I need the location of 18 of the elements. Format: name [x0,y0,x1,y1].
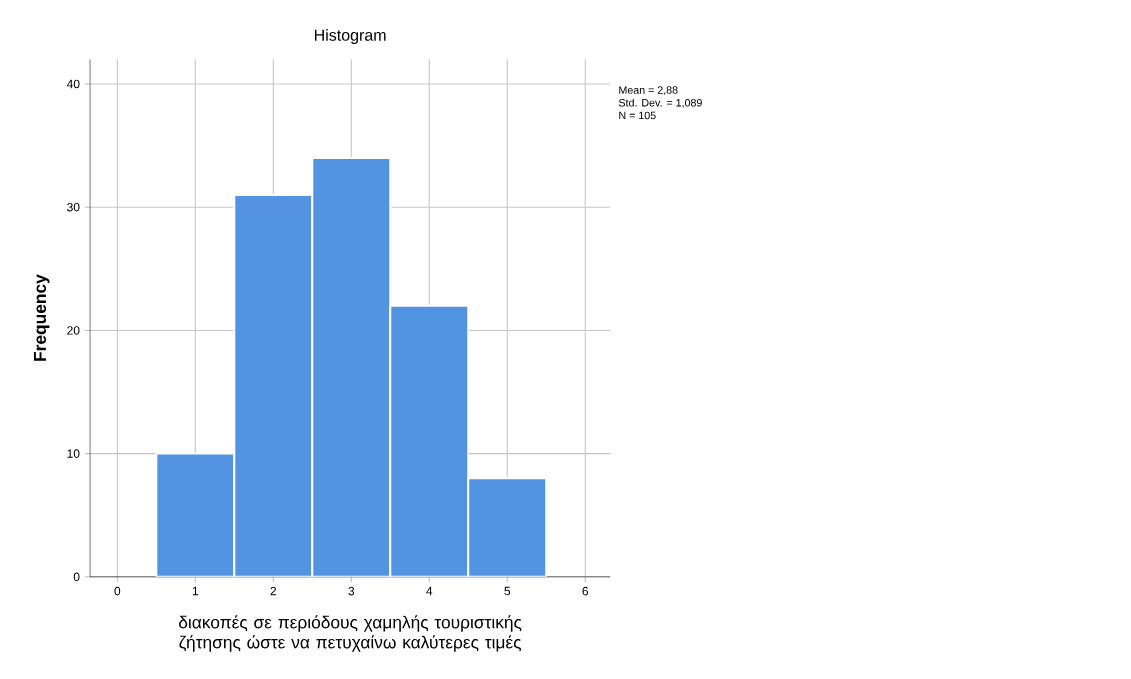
y-tick-label: 40 [66,79,80,89]
text: Mean = 2,88 [619,86,678,96]
y-tick-label: 0 [73,572,80,582]
x-tick-label: 5 [504,586,511,596]
x-tick-label: 6 [582,586,589,596]
y-tick-label: 10 [67,449,80,458]
x-tick-label: 4 [426,586,433,596]
text: Std. Dev. = 1,089 [618,98,702,108]
y-tick-label: 20 [67,326,80,335]
x-tick-label: 2 [270,586,277,596]
text: N = 105 [619,111,656,120]
x-tick-label: 1 [192,586,199,596]
y-tick-label: 30 [67,203,80,212]
y-axis-title: Frequency [33,274,50,361]
x-tick-label: 3 [348,586,355,596]
x-axis-title: διακοπές σε περιόδους χαμηλής τουριστικής ζήτησης ώστε να πετυχαίνω καλύτερες τιμές [179,615,522,652]
chart-title: Histogram [314,29,386,45]
x-tick-label: 0 [114,586,121,596]
